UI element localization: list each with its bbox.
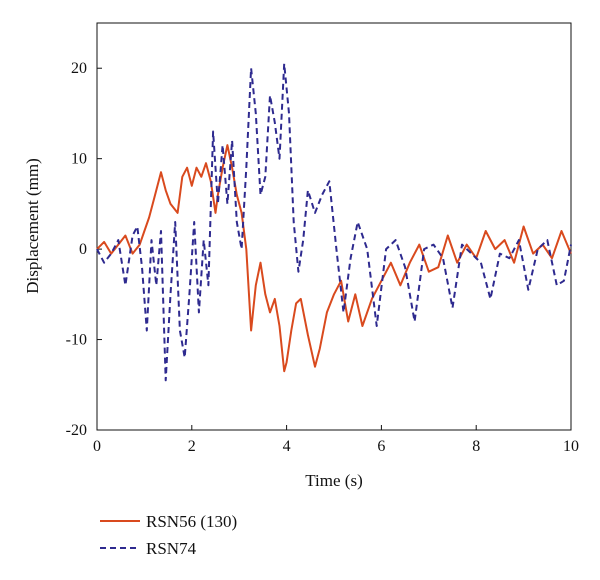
series-line-rsn56-130 [96,144,572,373]
series-line-rsn74 [96,62,572,382]
series-layer [96,62,572,382]
x-tick-label: 4 [283,438,291,455]
x-tick-label: 8 [472,438,480,455]
legend-label-rsn74: RSN74 [146,539,197,558]
x-tick-label: 2 [188,438,196,455]
x-axis-ticks: 0 2 4 6 8 10 [93,425,579,455]
y-axis-ticks: -20 -10 0 10 20 [66,60,102,439]
y-tick-label: -20 [66,422,87,439]
plot-frame [96,22,572,431]
legend-label-rsn56: RSN56 (130) [146,512,237,531]
y-axis-title: Displacement (mm) [23,158,42,294]
y-tick-label: 20 [71,60,87,77]
x-tick-label: 10 [563,438,579,455]
x-tick-label: 6 [377,438,385,455]
y-tick-label: 10 [71,151,87,168]
y-tick-label: -10 [66,332,87,349]
legend: RSN56 (130) RSN74 [100,512,237,558]
y-tick-label: 0 [79,241,87,258]
x-tick-label: 0 [93,438,101,455]
x-axis-title: Time (s) [305,471,362,490]
